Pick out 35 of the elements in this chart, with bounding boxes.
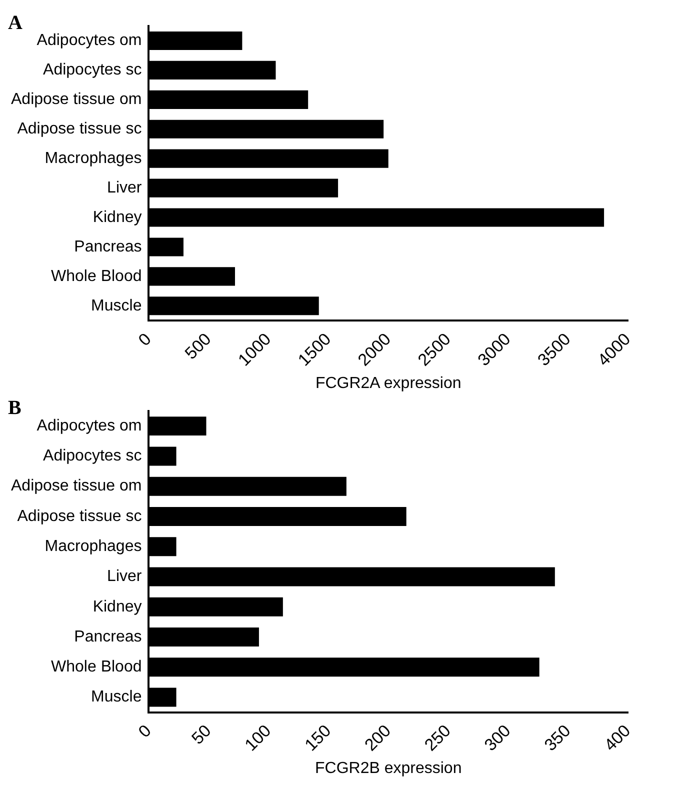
- x-tick-label: 250: [420, 721, 454, 755]
- chart-title: A: [8, 12, 23, 34]
- x-tick-label: 0: [134, 330, 155, 350]
- y-tick-label: Pancreas: [74, 628, 142, 646]
- y-tick-label: Macrophages: [44, 538, 142, 555]
- y-tick-label: Liver: [107, 568, 142, 586]
- x-tick-label: 200: [361, 721, 395, 755]
- y-tick-label: Adipocytes om: [36, 32, 142, 50]
- y-tick-label: Macrophages: [44, 150, 142, 167]
- y-tick-label: Adipocytes om: [36, 417, 142, 434]
- x-tick-label: 50: [188, 721, 215, 748]
- y-tick-label: Whole Blood: [51, 268, 142, 285]
- x-axis-title: FCGR2B expression: [315, 760, 462, 777]
- y-tick-label: Kidney: [92, 208, 142, 226]
- x-tick-label: 150: [301, 721, 335, 755]
- chart-title: B: [8, 397, 22, 420]
- x-tick-label: 500: [181, 330, 215, 364]
- x-tick-label: 300: [480, 721, 514, 755]
- y-tick-label: Adipose tissue sc: [17, 508, 142, 525]
- y-tick-label: Kidney: [92, 598, 142, 616]
- y-tick-label: Liver: [107, 179, 142, 196]
- x-tick-label: 100: [241, 721, 275, 755]
- y-tick-label: Muscle: [91, 297, 142, 314]
- x-axis-title: FCGR2A expression: [315, 374, 462, 392]
- y-tick-label: Adipose tissue om: [11, 478, 142, 495]
- y-tick-label: Adipocytes sc: [43, 448, 142, 465]
- x-tick-label: 400: [600, 721, 634, 755]
- x-tick-label: 0: [134, 721, 155, 742]
- y-tick-label: Adipose tissue om: [11, 91, 142, 108]
- y-tick-label: Muscle: [91, 688, 142, 706]
- x-tick-label: 350: [540, 721, 574, 755]
- y-tick-label: Whole Blood: [51, 658, 142, 676]
- y-tick-label: Pancreas: [74, 238, 142, 256]
- y-tick-label: Adipocytes sc: [43, 62, 142, 79]
- y-tick-label: Adipose tissue sc: [17, 120, 142, 138]
